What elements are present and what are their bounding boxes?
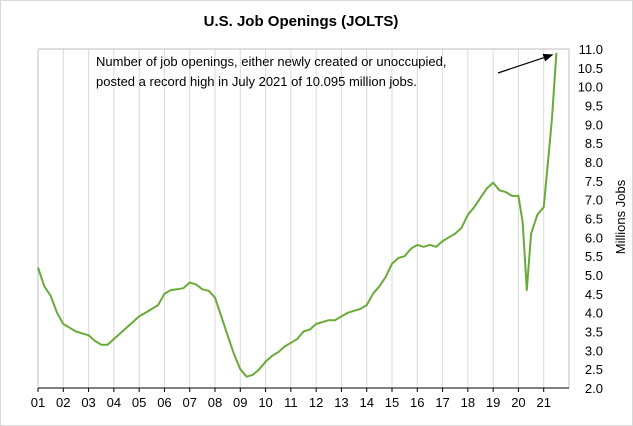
x-tick-label-17: 17 <box>435 395 449 410</box>
x-tick-label-21: 21 <box>536 395 550 410</box>
x-tick-label-18: 18 <box>461 395 475 410</box>
y-tick-label-6.5: 6.5 <box>585 212 603 227</box>
y-axis-label: Millions Jobs <box>613 179 628 254</box>
x-tick-label-20: 20 <box>511 395 525 410</box>
x-tick-label-03: 03 <box>81 395 95 410</box>
y-tick-label-7.0: 7.0 <box>585 193 603 208</box>
y-tick-label-2.0: 2.0 <box>585 381 603 396</box>
x-tick-label-04: 04 <box>107 395 121 410</box>
x-axis-ticks: 01 02 03 04 05 06 07 08 09 10 11 12 13 14 15 16 17 18 19 20… <box>31 388 551 410</box>
y-tick-label-8.5: 8.5 <box>585 136 603 151</box>
y-tick-label-9.5: 9.5 <box>585 99 603 114</box>
y-tick-label-8.0: 8.0 <box>585 155 603 170</box>
vertical-gridlines <box>62 49 545 388</box>
y-tick-label-4.5: 4.5 <box>585 287 603 302</box>
annotation-line-1: Number of job openings, either newly cre… <box>96 54 447 69</box>
y-tick-label-11.0: 11.0 <box>579 42 603 57</box>
x-tick-label-05: 05 <box>132 395 146 410</box>
y-axis-ticks: 2.0 2.5 3.0 3.5 4.0 4.5 5.0 5.5 6.0 6.5 7.0 7.5 8.0 8… <box>578 42 603 396</box>
y-tick-label-5.5: 5.5 <box>585 249 603 264</box>
y-tick-label-9.0: 9.0 <box>585 117 603 132</box>
x-tick-label-09: 09 <box>233 395 247 410</box>
x-tick-label-14: 14 <box>359 395 373 410</box>
series-line-job-openings <box>37 52 558 378</box>
annotation-arrow <box>497 53 554 74</box>
x-tick-label-13: 13 <box>334 395 348 410</box>
y-tick-label-10.5: 10.5 <box>578 61 603 76</box>
y-tick-label-10.0: 10.0 <box>578 80 603 95</box>
y-tick-label-4.0: 4.0 <box>585 306 603 321</box>
x-tick-label-11: 11 <box>284 395 298 410</box>
chart-title: U.S. Job Openings (JOLTS) <box>204 13 399 30</box>
x-tick-label-06: 06 <box>157 395 171 410</box>
y-tick-label-6.0: 6.0 <box>585 230 603 245</box>
x-tick-label-07: 07 <box>182 395 196 410</box>
x-tick-label-16: 16 <box>410 395 424 410</box>
x-tick-label-01: 01 <box>31 395 45 410</box>
annotation-line-2: posted a record high in July 2021 of 10.… <box>96 74 417 89</box>
x-tick-label-10: 10 <box>258 395 272 410</box>
x-tick-label-15: 15 <box>385 395 399 410</box>
y-tick-label-7.5: 7.5 <box>585 174 603 189</box>
y-tick-label-3.5: 3.5 <box>585 325 603 340</box>
y-tick-label-2.5: 2.5 <box>585 362 603 377</box>
x-tick-label-12: 12 <box>309 395 323 410</box>
y-tick-label-5.0: 5.0 <box>585 268 603 283</box>
x-tick-label-19: 19 <box>486 395 500 410</box>
y-tick-label-3.0: 3.0 <box>585 343 603 358</box>
x-tick-label-08: 08 <box>208 395 222 410</box>
x-tick-label-02: 02 <box>56 395 70 410</box>
